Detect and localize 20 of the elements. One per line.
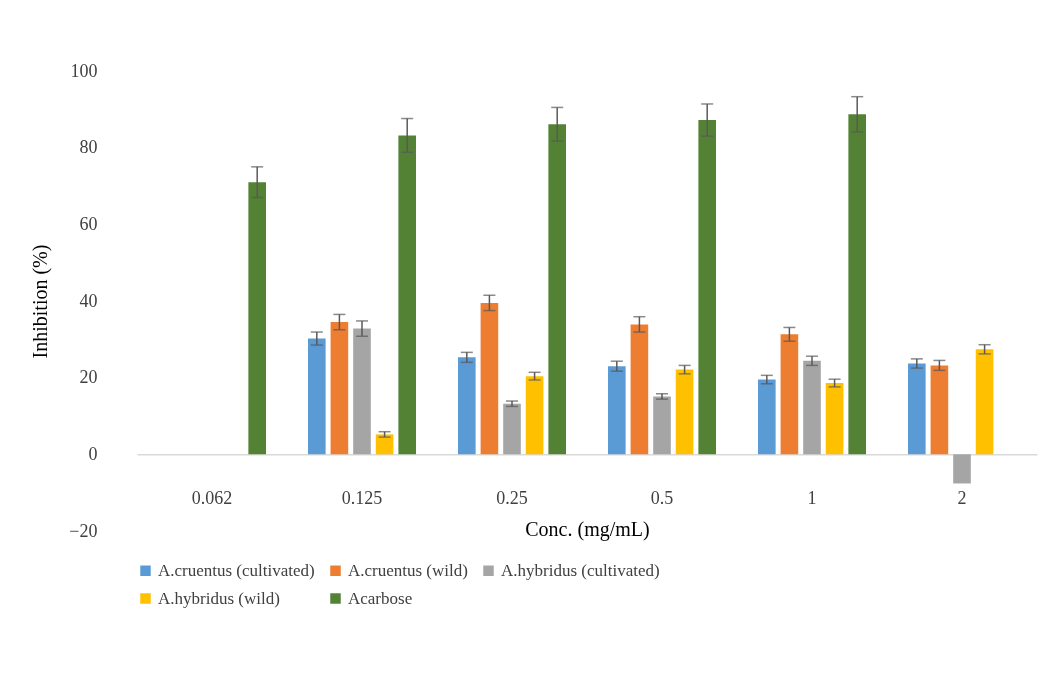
y-tick-label: −20 (69, 520, 98, 541)
legend-label: A.hybridus (cultivated) (501, 560, 660, 580)
legend-label: A.hybridus (wild) (158, 588, 280, 608)
y-tick-label: 0 (88, 443, 98, 464)
x-tick-label: 0.125 (341, 487, 383, 508)
x-tick-label: 1 (807, 487, 817, 508)
x-tick-label: 0.062 (191, 487, 233, 508)
y-axis-title: Inhibition (%) (29, 244, 53, 359)
legend-label: A.cruentus (wild) (348, 560, 468, 580)
x-tick-label: 2 (957, 487, 967, 508)
y-tick-label: 60 (79, 213, 98, 234)
y-tick-label: 80 (79, 137, 98, 158)
legend-label: A.cruentus (cultivated) (158, 560, 315, 580)
legend-label: Acarbose (348, 588, 413, 608)
y-tick-label: 20 (79, 367, 98, 388)
x-tick-label: 0.5 (650, 487, 674, 508)
x-tick-label: 0.25 (496, 487, 528, 508)
y-tick-label: 40 (79, 290, 98, 311)
x-axis-title: Conc. (mg/mL) (525, 517, 650, 541)
y-tick-label: 100 (70, 60, 98, 81)
